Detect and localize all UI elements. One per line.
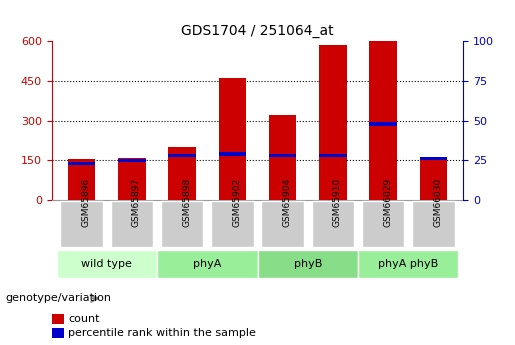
Text: wild type: wild type: [81, 259, 132, 269]
Text: GSM66029: GSM66029: [383, 178, 392, 227]
Bar: [369, 41, 397, 200]
Bar: [52, 328, 64, 338]
FancyBboxPatch shape: [412, 201, 455, 247]
FancyBboxPatch shape: [362, 201, 404, 247]
Bar: [319, 45, 347, 200]
FancyBboxPatch shape: [312, 201, 354, 247]
FancyBboxPatch shape: [261, 201, 304, 247]
FancyBboxPatch shape: [161, 201, 203, 247]
Title: GDS1704 / 251064_at: GDS1704 / 251064_at: [181, 23, 334, 38]
Text: GSM65897: GSM65897: [132, 178, 141, 227]
Bar: [269, 116, 297, 200]
FancyBboxPatch shape: [60, 201, 103, 247]
Bar: [369, 122, 397, 126]
FancyBboxPatch shape: [358, 250, 458, 278]
Bar: [168, 147, 196, 200]
FancyBboxPatch shape: [111, 201, 153, 247]
Text: GSM66030: GSM66030: [433, 178, 442, 227]
Bar: [52, 314, 64, 324]
Text: phyB: phyB: [294, 259, 322, 269]
Text: count: count: [68, 314, 99, 324]
Text: GSM65896: GSM65896: [82, 178, 91, 227]
Bar: [168, 154, 196, 157]
Bar: [319, 154, 347, 157]
Bar: [218, 152, 246, 156]
FancyBboxPatch shape: [157, 250, 258, 278]
Bar: [218, 78, 246, 200]
FancyBboxPatch shape: [211, 201, 254, 247]
Text: GSM65904: GSM65904: [283, 178, 291, 227]
Bar: [269, 154, 297, 157]
Bar: [68, 159, 95, 200]
Text: GSM65902: GSM65902: [232, 178, 242, 227]
FancyBboxPatch shape: [57, 250, 157, 278]
Text: percentile rank within the sample: percentile rank within the sample: [68, 328, 256, 338]
Text: phyA: phyA: [193, 259, 221, 269]
Bar: [118, 158, 146, 200]
Bar: [420, 158, 447, 200]
Bar: [68, 162, 95, 165]
Bar: [420, 157, 447, 160]
FancyBboxPatch shape: [258, 250, 358, 278]
Bar: [118, 159, 146, 162]
Text: GSM65898: GSM65898: [182, 178, 191, 227]
Text: genotype/variation: genotype/variation: [5, 294, 111, 303]
Text: phyA phyB: phyA phyB: [378, 259, 438, 269]
Text: GSM65910: GSM65910: [333, 178, 342, 227]
